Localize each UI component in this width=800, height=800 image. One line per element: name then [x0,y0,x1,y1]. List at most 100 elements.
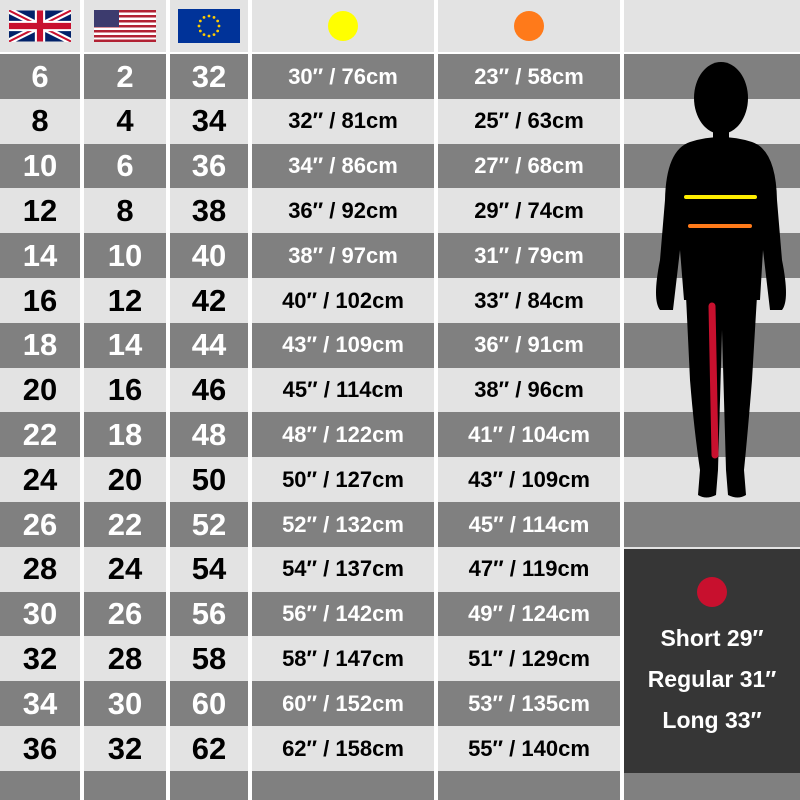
cell-waist: 36″ / 91cm [438,322,620,369]
cell-bust: 45″ / 114cm [252,367,434,413]
cell-us: 4 [84,98,166,145]
cell-eu: 40 [170,233,248,279]
cell-us: 32 [84,726,166,772]
cell-bust: 52″ / 132cm [252,502,434,548]
cell-waist: 25″ / 63cm [438,98,620,145]
eu-flag-icon [178,9,240,43]
cell-us: 30 [84,681,166,727]
cell-bust: 54″ / 137cm [252,546,434,593]
cell-us: 6 [84,143,166,189]
cell-bust: 30″ / 76cm [252,54,434,100]
cell-eu: 56 [170,591,248,637]
cell-us: 14 [84,322,166,369]
cell-uk: 18 [0,322,80,369]
cell-eu: 50 [170,457,248,503]
cell-bust: 48″ / 122cm [252,412,434,458]
leg-regular: Regular 31″ [647,666,777,692]
cell-waist: 33″ / 84cm [438,278,620,324]
header-bust [252,0,434,52]
header-us [84,0,166,52]
waist-dot-icon [514,11,544,41]
cell-waist: 41″ / 104cm [438,412,620,458]
figure-stripe [624,502,800,548]
row-filler [170,770,248,800]
cell-bust: 60″ / 152cm [252,681,434,727]
leg-short: Short 29″ [660,625,764,651]
row-filler [0,770,80,800]
cell-eu: 38 [170,188,248,234]
cell-uk: 20 [0,367,80,413]
cell-eu: 36 [170,143,248,189]
cell-us: 22 [84,502,166,548]
inseam-line [708,302,719,459]
header-eu [170,0,248,52]
cell-waist: 45″ / 114cm [438,502,620,548]
cell-uk: 12 [0,188,80,234]
cell-bust: 62″ / 158cm [252,726,434,772]
figure-stripe [624,770,800,800]
cell-us: 28 [84,636,166,682]
cell-us: 8 [84,188,166,234]
cell-uk: 36 [0,726,80,772]
cell-uk: 24 [0,457,80,503]
bust-dot-icon [328,11,358,41]
cell-waist: 49″ / 124cm [438,591,620,637]
cell-uk: 6 [0,54,80,100]
cell-eu: 32 [170,54,248,100]
cell-us: 20 [84,457,166,503]
cell-uk: 28 [0,546,80,593]
cell-waist: 53″ / 135cm [438,681,620,727]
cell-uk: 16 [0,278,80,324]
cell-waist: 38″ / 96cm [438,367,620,413]
cell-bust: 40″ / 102cm [252,278,434,324]
cell-waist: 47″ / 119cm [438,546,620,593]
female-silhouette-icon [656,62,786,498]
cell-waist: 23″ / 58cm [438,54,620,100]
cell-eu: 58 [170,636,248,682]
cell-uk: 8 [0,98,80,145]
leg-long: Long 33″ [662,707,762,733]
cell-us: 2 [84,54,166,100]
row-filler [438,770,620,800]
cell-bust: 43″ / 109cm [252,322,434,369]
cell-bust: 38″ / 97cm [252,233,434,279]
cell-eu: 60 [170,681,248,727]
cell-uk: 30 [0,591,80,637]
cell-uk: 32 [0,636,80,682]
header-figure [624,0,800,52]
cell-us: 24 [84,546,166,593]
row-filler [84,770,166,800]
row-filler [252,770,434,800]
uk-flag-icon [9,10,71,42]
cell-eu: 48 [170,412,248,458]
cell-us: 12 [84,278,166,324]
cell-waist: 43″ / 109cm [438,457,620,503]
cell-us: 18 [84,412,166,458]
cell-uk: 10 [0,143,80,189]
us-flag-icon [94,10,156,42]
cell-waist: 51″ / 129cm [438,636,620,682]
cell-waist: 31″ / 79cm [438,233,620,279]
cell-us: 10 [84,233,166,279]
cell-bust: 50″ / 127cm [252,457,434,503]
cell-waist: 29″ / 74cm [438,188,620,234]
cell-uk: 22 [0,412,80,458]
cell-us: 26 [84,591,166,637]
cell-eu: 44 [170,322,248,369]
cell-eu: 52 [170,502,248,548]
inseam-dot-icon [697,577,727,607]
leg-length-panel: Short 29″ Regular 31″ Long 33″ [624,549,800,773]
cell-us: 16 [84,367,166,413]
cell-waist: 55″ / 140cm [438,726,620,772]
cell-uk: 34 [0,681,80,727]
cell-bust: 36″ / 92cm [252,188,434,234]
header-waist [438,0,620,52]
cell-uk: 26 [0,502,80,548]
cell-waist: 27″ / 68cm [438,143,620,189]
cell-bust: 34″ / 86cm [252,143,434,189]
cell-bust: 32″ / 81cm [252,98,434,145]
cell-eu: 62 [170,726,248,772]
cell-bust: 56″ / 142cm [252,591,434,637]
cell-eu: 54 [170,546,248,593]
header-uk [0,0,80,52]
